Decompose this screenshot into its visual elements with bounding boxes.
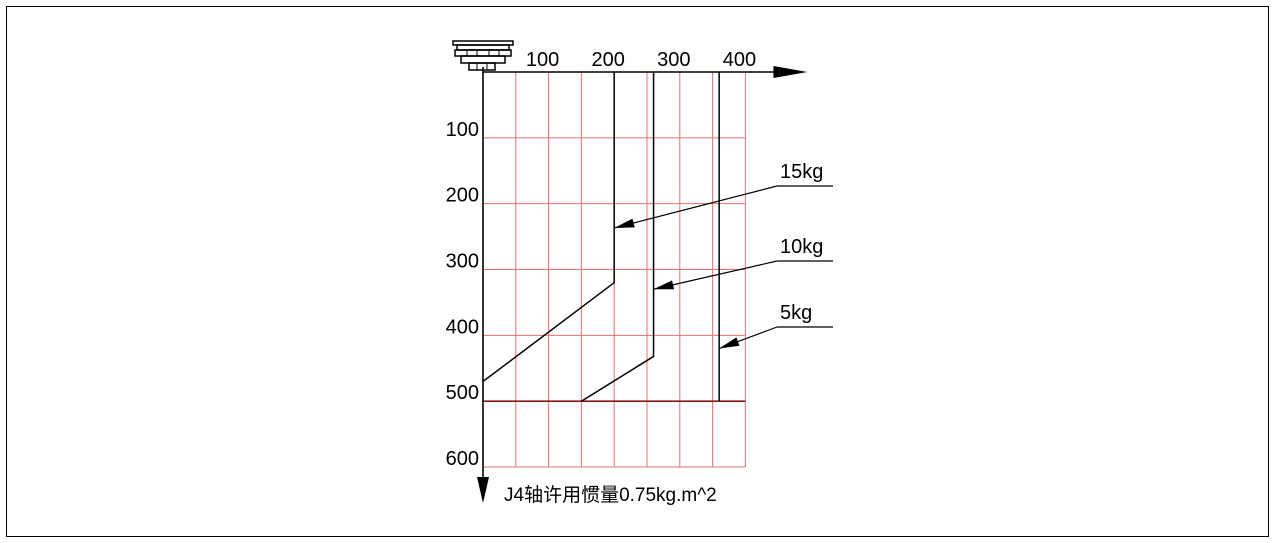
series-line-10kg <box>581 72 655 402</box>
callout-arrowhead <box>653 280 675 290</box>
y-axis-arrowhead <box>477 477 489 504</box>
x-tick-label: 200 <box>592 49 625 71</box>
load-inertia-chart: 100 200 300 400 100 200 300 400 500 600 15kg 10kg… <box>446 40 833 506</box>
y-tick-label: 500 <box>446 382 479 404</box>
callout-arrowhead <box>614 218 635 229</box>
y-tick-label: 100 <box>446 119 479 141</box>
robot-flange-icon <box>452 40 514 71</box>
chart-frame: 100 200 300 400 100 200 300 400 500 600 15kg 10kg… <box>6 6 1269 537</box>
y-tick-labels: 100 200 300 400 500 600 <box>446 119 479 470</box>
series-label-15kg: 15kg <box>780 161 823 183</box>
y-tick-label: 200 <box>446 185 479 207</box>
x-axis-arrowhead <box>773 66 808 78</box>
series-line-15kg <box>482 72 615 383</box>
y-tick-label: 300 <box>446 251 479 273</box>
y-tick-label: 400 <box>446 316 479 338</box>
x-tick-label: 400 <box>723 49 756 71</box>
callout-arrowhead <box>719 337 740 349</box>
series-label-5kg: 5kg <box>780 302 812 324</box>
callout-leader <box>653 260 778 290</box>
series-lines <box>482 72 720 402</box>
series-callouts: 15kg 10kg 5kg <box>614 161 833 350</box>
y-tick-label: 600 <box>446 448 479 470</box>
chart-annotation: J4轴许用惯量0.75kg.m^2 <box>504 484 717 506</box>
series-label-10kg: 10kg <box>780 236 823 258</box>
axes <box>477 66 808 504</box>
x-tick-labels: 100 200 300 400 <box>526 49 756 71</box>
callout-leader <box>614 185 778 229</box>
x-tick-label: 300 <box>657 49 690 71</box>
x-tick-label: 100 <box>526 49 559 71</box>
